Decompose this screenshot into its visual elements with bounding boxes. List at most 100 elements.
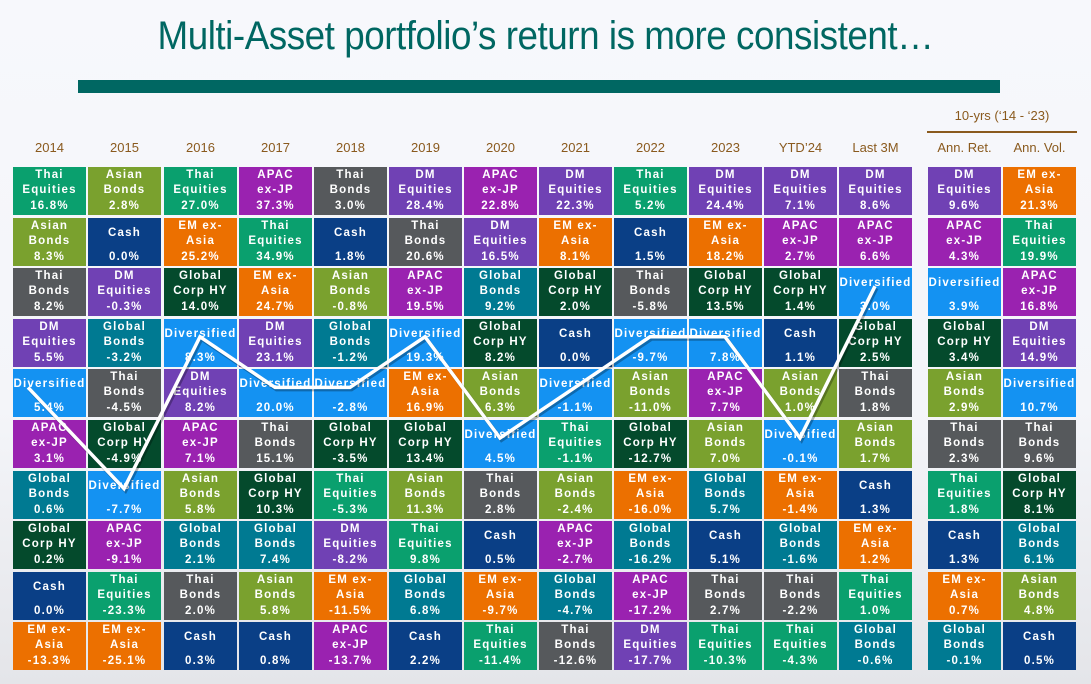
cell-global-corp-hy: Global Corp HY -3.5% <box>314 420 387 468</box>
asset-name: Diversified <box>88 479 161 492</box>
cell-diversified: Diversified -7.7% <box>88 470 161 519</box>
asset-return-value: -0.6% <box>857 655 894 668</box>
cell-asian-bonds: Asian Bonds 2.8% <box>88 167 161 215</box>
asset-name: Diversified <box>1003 378 1076 391</box>
asset-return-value: 0.0% <box>108 250 140 263</box>
asset-name: Global Bonds <box>404 573 447 601</box>
asset-return-value: 1.7% <box>859 453 891 465</box>
cell-global-bonds: Global Bonds -3.2% <box>88 318 161 367</box>
asset-name: EM ex- Asia <box>1017 169 1062 196</box>
asset-return-value: 20.0% <box>256 402 295 415</box>
cell-thai-bonds: Thai Bonds 1.8% <box>839 369 912 418</box>
cell-asian-bonds: Asian Bonds 7.0% <box>689 420 762 468</box>
asset-name: Diversified <box>614 327 687 340</box>
asset-name: Cash <box>334 226 367 239</box>
asset-name: Cash <box>1023 631 1056 644</box>
asset-name: DM Equities <box>97 270 152 298</box>
cell-apac-ex-jp: APAC ex-JP 19.5% <box>389 268 462 317</box>
cell-diversified: Diversified -9.7% <box>614 318 687 367</box>
column-header-ann-vol: Ann. Vol. <box>1013 140 1066 155</box>
asset-name: Global Bonds <box>179 523 222 551</box>
cell-cash: Cash 0.0% <box>13 571 86 620</box>
asset-return-value: -16.0% <box>628 503 673 516</box>
cell-diversified: Diversified 5.4% <box>13 369 86 418</box>
asset-name: DM Equities <box>1012 320 1067 348</box>
asset-name: Thai Equities <box>548 422 603 449</box>
asset-return-value: 5.4% <box>33 402 65 415</box>
cell-global-bonds: Global Bonds -0.6% <box>839 622 912 671</box>
asset-name: Asian Bonds <box>179 472 222 500</box>
cell-global-bonds: Global Bonds 6.8% <box>389 571 462 620</box>
asset-return-value: 0.7% <box>948 604 980 617</box>
asset-name: Diversified <box>239 378 312 391</box>
cell-em-ex-asia: EM ex- Asia -9.7% <box>464 571 537 620</box>
asset-return-value: 3.0% <box>334 200 366 212</box>
asset-return-value: 15.1% <box>256 453 295 465</box>
asset-name: DM Equities <box>323 523 378 551</box>
asset-name: Global Bonds <box>554 573 597 601</box>
cell-em-ex-asia: EM ex- Asia 16.9% <box>389 369 462 418</box>
asset-return-value: -3.5% <box>332 453 369 465</box>
cell-diversified: Diversified 4.5% <box>464 420 537 468</box>
asset-return-value: 8.1% <box>1023 503 1055 516</box>
asset-name: Asian Bonds <box>629 371 672 399</box>
summary-group-divider <box>927 131 1077 133</box>
cell-global-corp-hy: Global Corp HY 13.5% <box>689 268 762 317</box>
cell-dm-equities: DM Equities -17.7% <box>614 622 687 671</box>
cell-asian-bonds: Asian Bonds -0.8% <box>314 268 387 317</box>
asset-name: APAC ex-JP <box>632 573 669 601</box>
asset-return-value: 1.3% <box>948 554 980 567</box>
asset-name: Asian Bonds <box>1018 573 1061 601</box>
asset-name: Diversified <box>164 327 237 340</box>
asset-return-value: 1.2% <box>859 554 891 567</box>
asset-return-value: -5.3% <box>332 503 369 516</box>
asset-return-value: 13.5% <box>706 301 745 314</box>
asset-return-value: 6.3% <box>484 402 516 415</box>
asset-name: Thai Equities <box>698 624 753 652</box>
asset-name: Global Bonds <box>854 624 897 652</box>
asset-name: Asian Bonds <box>103 169 146 196</box>
asset-return-value: 27.0% <box>181 200 220 212</box>
asset-return-value: 5.1% <box>709 554 741 567</box>
asset-return-value: -1.4% <box>782 503 819 516</box>
asset-name: Global Bonds <box>779 523 822 551</box>
asset-return-value: 0.8% <box>259 655 291 668</box>
cell-thai-equities: Thai Equities -5.3% <box>314 470 387 519</box>
asset-return-value: 19.9% <box>1020 250 1059 263</box>
asset-return-value: 8.6% <box>859 200 891 212</box>
asset-name: Global Bonds <box>629 523 672 551</box>
cell-thai-bonds: Thai Bonds -4.5% <box>88 369 161 418</box>
asset-name: Asian Bonds <box>554 472 597 500</box>
asset-name: Diversified <box>539 378 612 391</box>
asset-name: Thai Bonds <box>179 573 222 601</box>
asset-name: Thai Equities <box>848 573 903 601</box>
cell-dm-equities: DM Equities 23.1% <box>239 318 312 367</box>
asset-return-value: 7.8% <box>709 351 741 364</box>
asset-return-value: 9.6% <box>1023 453 1055 465</box>
cell-apac-ex-jp: APAC ex-JP 37.3% <box>239 167 312 215</box>
asset-return-value: 1.3% <box>859 503 891 516</box>
cell-asian-bonds: Asian Bonds -11.0% <box>614 369 687 418</box>
asset-return-value: -17.7% <box>628 655 673 668</box>
asset-name: APAC ex-JP <box>707 371 744 399</box>
asset-name: Asian Bonds <box>28 219 71 247</box>
asset-name: Asian Bonds <box>329 270 372 298</box>
asset-name: Global Corp HY <box>173 270 228 298</box>
cell-apac-ex-jp: APAC ex-JP 4.3% <box>928 217 1001 266</box>
cell-apac-ex-jp: APAC ex-JP -17.2% <box>614 571 687 620</box>
cell-thai-bonds: Thai Bonds -5.8% <box>614 268 687 317</box>
asset-return-value: -17.2% <box>628 604 673 617</box>
asset-return-value: 5.5% <box>33 351 65 364</box>
asset-name: EM ex- Asia <box>328 573 373 601</box>
cell-apac-ex-jp: APAC ex-JP -13.7% <box>314 622 387 671</box>
asset-return-value: 3.1% <box>33 453 65 465</box>
cell-thai-equities: Thai Equities 5.2% <box>614 167 687 215</box>
asset-name: Asian Bonds <box>404 472 447 500</box>
asset-name: EM ex- Asia <box>178 219 223 247</box>
asset-name: Diversified <box>839 277 912 290</box>
asset-return-value: 2.1% <box>184 554 216 567</box>
asset-name: Thai Bonds <box>254 422 297 449</box>
asset-name: Global Corp HY <box>248 472 303 500</box>
asset-name: Global Corp HY <box>22 523 77 551</box>
asset-return-value: 20.6% <box>406 250 445 263</box>
